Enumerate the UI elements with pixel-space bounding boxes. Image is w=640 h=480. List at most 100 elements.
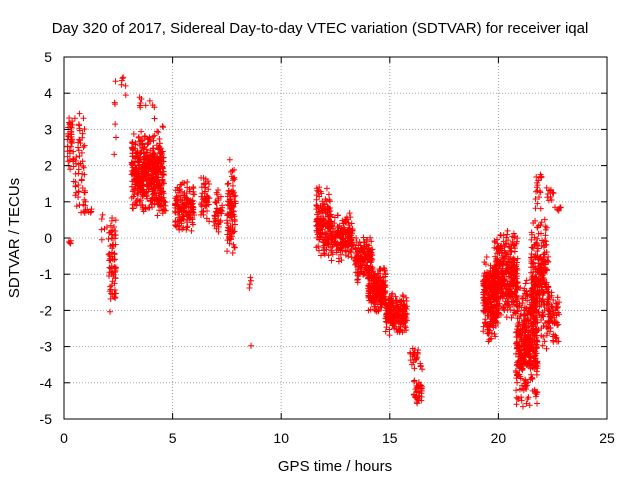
data-point xyxy=(224,181,231,188)
data-point xyxy=(383,313,390,320)
data-point xyxy=(317,226,324,233)
data-point xyxy=(538,312,545,319)
data-point xyxy=(529,329,536,336)
data-point xyxy=(130,131,137,138)
data-point xyxy=(328,235,335,242)
data-point xyxy=(98,216,105,223)
data-point xyxy=(224,220,231,227)
data-point xyxy=(105,251,112,258)
data-point xyxy=(129,162,136,169)
data-point xyxy=(491,265,498,272)
data-point xyxy=(320,216,327,223)
data-point xyxy=(399,308,406,315)
data-point xyxy=(190,185,197,192)
data-point xyxy=(205,180,212,187)
data-point xyxy=(143,192,150,199)
data-point xyxy=(513,387,520,394)
data-point xyxy=(334,242,341,249)
data-point xyxy=(503,286,510,293)
data-point xyxy=(111,287,118,294)
data-point xyxy=(343,214,350,221)
data-point xyxy=(367,263,374,270)
data-point xyxy=(512,233,519,240)
data-point xyxy=(218,210,225,217)
data-point xyxy=(513,259,520,266)
data-point xyxy=(538,317,545,324)
data-point xyxy=(555,207,562,214)
data-point xyxy=(320,238,327,245)
data-point xyxy=(523,336,530,343)
data-point xyxy=(66,115,73,122)
data-point xyxy=(542,284,549,291)
data-point xyxy=(183,190,190,197)
data-point xyxy=(509,238,516,245)
data-point xyxy=(107,283,114,290)
data-point xyxy=(537,254,544,261)
data-point xyxy=(230,229,237,236)
data-point xyxy=(329,222,336,229)
data-point xyxy=(348,239,355,246)
data-point xyxy=(75,121,82,128)
data-point xyxy=(227,235,234,242)
data-point xyxy=(530,330,537,337)
data-point xyxy=(133,153,140,160)
data-point xyxy=(532,352,539,359)
data-point xyxy=(494,236,501,243)
data-point xyxy=(151,115,158,122)
data-point xyxy=(525,362,532,369)
data-point xyxy=(339,228,346,235)
data-point xyxy=(494,280,501,287)
x-tick-label: 10 xyxy=(273,430,289,446)
data-point xyxy=(153,170,160,177)
data-point xyxy=(543,345,550,352)
data-point xyxy=(530,285,537,292)
data-point xyxy=(141,189,148,195)
data-point xyxy=(534,365,541,372)
data-point xyxy=(512,310,519,317)
data-point xyxy=(333,249,340,256)
data-point xyxy=(509,263,516,270)
data-point xyxy=(480,308,487,315)
data-point xyxy=(541,261,548,268)
data-point xyxy=(149,102,156,109)
data-point xyxy=(326,230,333,237)
data-point xyxy=(139,182,146,189)
data-point xyxy=(79,185,86,192)
data-point xyxy=(407,357,414,364)
data-point xyxy=(148,168,155,175)
data-point xyxy=(149,171,156,178)
data-point xyxy=(139,165,146,172)
data-point xyxy=(532,359,539,366)
data-point xyxy=(229,182,236,189)
data-point xyxy=(495,248,502,255)
data-point xyxy=(107,295,114,302)
data-point xyxy=(313,192,320,199)
data-point xyxy=(215,212,222,219)
data-point xyxy=(534,358,541,365)
data-point xyxy=(539,237,546,244)
data-point xyxy=(530,219,537,226)
data-point xyxy=(365,270,372,277)
data-point xyxy=(414,350,421,357)
data-point xyxy=(138,137,145,144)
data-point xyxy=(231,174,238,181)
data-point xyxy=(322,196,329,203)
data-point xyxy=(500,261,507,268)
data-point xyxy=(543,238,549,245)
data-point xyxy=(486,323,493,330)
data-point xyxy=(409,345,416,352)
data-point xyxy=(480,294,487,301)
data-point xyxy=(518,397,525,404)
data-point xyxy=(348,254,355,261)
data-point xyxy=(517,364,524,371)
data-point xyxy=(378,304,385,311)
data-point xyxy=(65,132,72,139)
data-point xyxy=(132,165,139,172)
data-point xyxy=(211,222,218,229)
data-point xyxy=(371,303,378,310)
data-point xyxy=(515,342,522,349)
data-point xyxy=(80,144,87,151)
data-point xyxy=(528,292,535,299)
data-point xyxy=(112,121,119,128)
data-point xyxy=(183,226,190,233)
